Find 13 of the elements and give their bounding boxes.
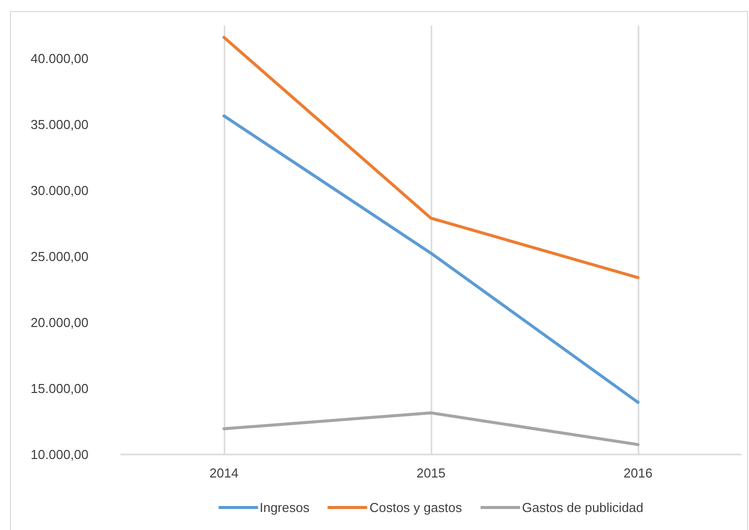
y-tick-label: 20.000,00 xyxy=(30,315,89,330)
x-tick-label: 2016 xyxy=(624,466,652,480)
x-tick-label: 2014 xyxy=(210,466,238,480)
x-tick-label: 2015 xyxy=(416,466,446,480)
legend-label: Ingresos xyxy=(260,499,310,515)
y-tick-label: 35.000,00 xyxy=(30,117,89,132)
legend-label: Gastos de publicidad xyxy=(522,499,644,515)
legend-label: Costos y gastos xyxy=(369,499,462,515)
y-tick-label: 10.000,00 xyxy=(30,447,89,462)
y-tick-label: 15.000,00 xyxy=(30,381,89,396)
y-tick-label: 30.000,00 xyxy=(30,183,89,198)
y-tick-label: 40.000,00 xyxy=(30,51,89,66)
y-tick-label: 25.000,00 xyxy=(30,249,89,264)
